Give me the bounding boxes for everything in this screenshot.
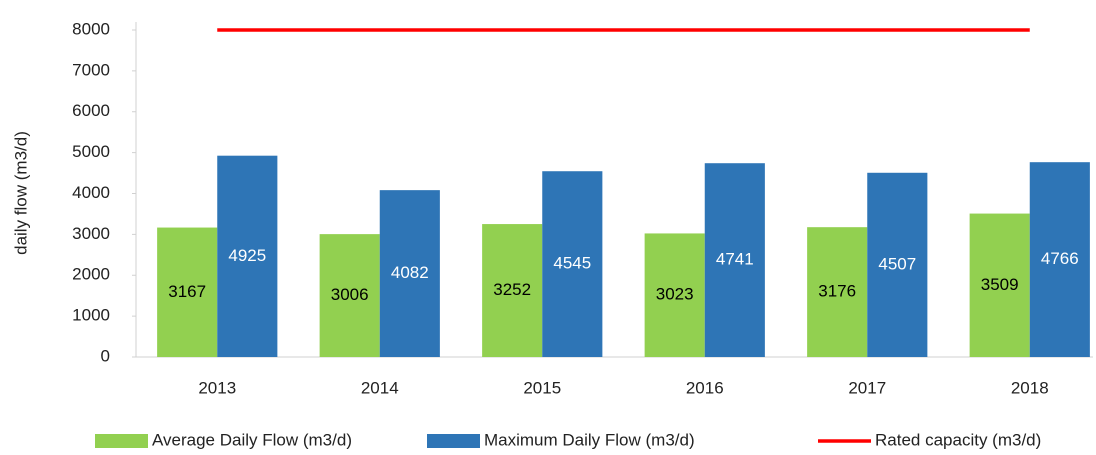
data-label: 4082 <box>391 263 429 282</box>
y-tick-label: 2000 <box>72 265 110 284</box>
data-label: 3176 <box>818 282 856 301</box>
legend-swatch <box>95 434 148 448</box>
bar <box>1029 162 1090 357</box>
legend-label: Rated capacity (m3/d) <box>875 430 1041 449</box>
bar <box>217 155 278 357</box>
bar <box>542 171 603 357</box>
data-label: 3509 <box>981 275 1019 294</box>
bar <box>379 190 440 357</box>
bar <box>867 172 928 357</box>
x-tick-label: 2015 <box>523 378 561 397</box>
data-label: 4925 <box>228 246 266 265</box>
y-tick-label: 1000 <box>72 306 110 325</box>
bar <box>482 224 543 357</box>
legend-label: Average Daily Flow (m3/d) <box>152 430 352 449</box>
legend-label: Maximum Daily Flow (m3/d) <box>484 430 695 449</box>
y-tick-label: 8000 <box>72 19 110 38</box>
x-tick-label: 2014 <box>361 378 399 397</box>
x-tick-label: 2017 <box>848 378 886 397</box>
y-tick-label: 7000 <box>72 60 110 79</box>
legend-swatch <box>427 434 480 448</box>
bar <box>807 227 868 357</box>
data-label: 4741 <box>716 250 754 269</box>
y-tick-label: 6000 <box>72 101 110 120</box>
data-label: 4766 <box>1041 249 1079 268</box>
y-tick-label: 0 <box>101 346 110 365</box>
bar <box>319 234 380 357</box>
data-label: 4507 <box>878 254 916 273</box>
x-tick-label: 2018 <box>1011 378 1049 397</box>
bar <box>969 213 1030 357</box>
y-tick-label: 4000 <box>72 183 110 202</box>
data-label: 3023 <box>656 285 694 304</box>
bar <box>157 227 218 357</box>
bar <box>644 233 705 357</box>
x-tick-label: 2013 <box>198 378 236 397</box>
data-label: 4545 <box>553 254 591 273</box>
y-tick-label: 3000 <box>72 224 110 243</box>
bar <box>704 163 765 357</box>
y-tick-label: 5000 <box>72 142 110 161</box>
data-label: 3252 <box>493 280 531 299</box>
x-tick-label: 2016 <box>686 378 724 397</box>
data-label: 3167 <box>168 282 206 301</box>
data-label: 3006 <box>331 285 369 304</box>
y-axis-title: daily flow (m3/d) <box>11 131 30 255</box>
